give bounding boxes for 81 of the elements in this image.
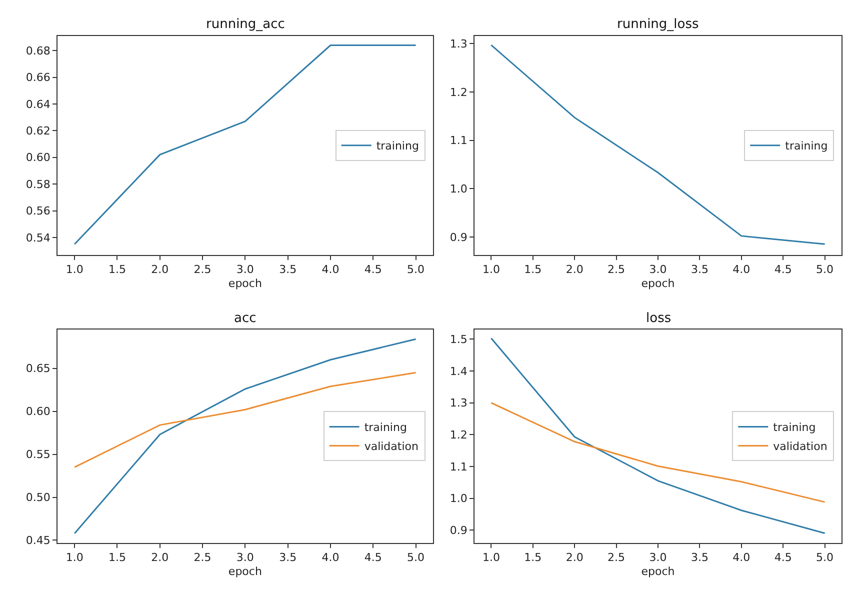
y-tick-label: 0.50 [26,491,50,504]
y-tick-label: 0.68 [26,44,50,58]
x-tick-label: 3.5 [690,551,708,564]
x-tick-label: 3.0 [236,551,254,564]
y-tick-label: 1.4 [450,364,468,378]
line-series [490,402,826,503]
x-tick-label: 4.5 [774,551,792,564]
x-tick-label: 3.0 [649,551,667,564]
x-tick-label: 2.0 [151,263,169,276]
x-tick-label: 5.0 [407,551,425,564]
x-tick-label: 1.5 [108,263,126,276]
y-tick-label: 1.2 [450,428,468,442]
x-tick-label: 1.5 [524,263,542,276]
y-tick-label: 0.58 [26,178,50,191]
line-series [490,44,826,245]
chart-title: loss [646,311,672,326]
y-tick-label: 1.0 [450,492,468,506]
y-tick-label: 0.9 [450,524,468,537]
line-series [74,338,417,534]
y-tick-label: 1.3 [450,38,468,50]
chart-title: acc [234,311,256,326]
y-tick-label: 0.54 [26,231,50,244]
y-tick-label: 1.1 [450,134,468,148]
x-tick-label: 5.0 [407,263,425,276]
x-axis-title: epoch [641,277,675,290]
x-tick-label: 4.5 [774,263,792,276]
x-tick-label: 1.5 [524,551,542,564]
y-tick-label: 0.66 [26,71,50,84]
x-tick-label: 2.5 [194,551,212,564]
y-tick-label: 0.9 [450,230,468,244]
y-tick-label: 0.60 [26,151,50,164]
x-tick-label: 4.0 [732,551,750,564]
legend-label: training [773,421,816,434]
y-tick-label: 1.5 [450,333,468,346]
x-tick-label: 3.5 [279,551,297,564]
chart-title: running_loss [617,17,700,32]
x-tick-label: 1.5 [108,551,126,564]
x-tick-label: 4.0 [732,263,750,276]
x-tick-label: 2.0 [151,551,169,564]
y-tick-label: 1.2 [450,86,468,99]
x-axis-title: epoch [228,277,262,290]
y-tick-label: 1.3 [450,396,468,410]
y-tick-label: 0.60 [26,405,50,418]
line-series [74,44,417,245]
x-axis-title: epoch [228,565,262,578]
x-tick-label: 1.0 [482,551,500,564]
legend-label: validation [364,440,419,454]
x-tick-label: 1.0 [482,263,500,276]
legend-label: training [785,140,828,153]
x-tick-label: 1.0 [66,263,84,276]
x-tick-label: 2.0 [566,551,584,564]
x-tick-label: 2.5 [608,263,626,276]
y-tick-label: 0.56 [26,204,50,218]
x-tick-label: 1.0 [66,551,84,564]
y-tick-label: 1.1 [450,460,468,474]
x-tick-label: 5.0 [816,263,834,276]
x-tick-label: 3.0 [649,263,667,276]
legend-label: training [364,421,407,434]
x-tick-label: 4.0 [322,551,340,564]
line-series [74,372,417,468]
x-tick-label: 2.0 [566,263,584,276]
x-tick-label: 2.5 [194,263,212,276]
y-tick-label: 0.62 [26,124,50,138]
x-axis-title: epoch [641,565,675,578]
line-series [490,338,826,534]
x-tick-label: 4.5 [364,551,382,564]
chart-title: running_acc [206,17,285,32]
x-tick-label: 3.0 [236,263,254,276]
x-tick-label: 3.5 [279,263,297,276]
y-tick-label: 0.64 [26,98,50,111]
x-tick-label: 3.5 [690,263,708,276]
x-tick-label: 4.5 [364,263,382,276]
y-tick-label: 0.65 [26,362,50,376]
y-tick-label: 0.55 [26,448,50,462]
x-tick-label: 4.0 [322,263,340,276]
y-tick-label: 1.0 [450,182,468,196]
legend-label: validation [773,440,828,454]
x-tick-label: 5.0 [816,551,834,564]
x-tick-label: 2.5 [608,551,626,564]
y-tick-label: 0.45 [26,534,50,548]
legend-label: training [376,140,419,153]
